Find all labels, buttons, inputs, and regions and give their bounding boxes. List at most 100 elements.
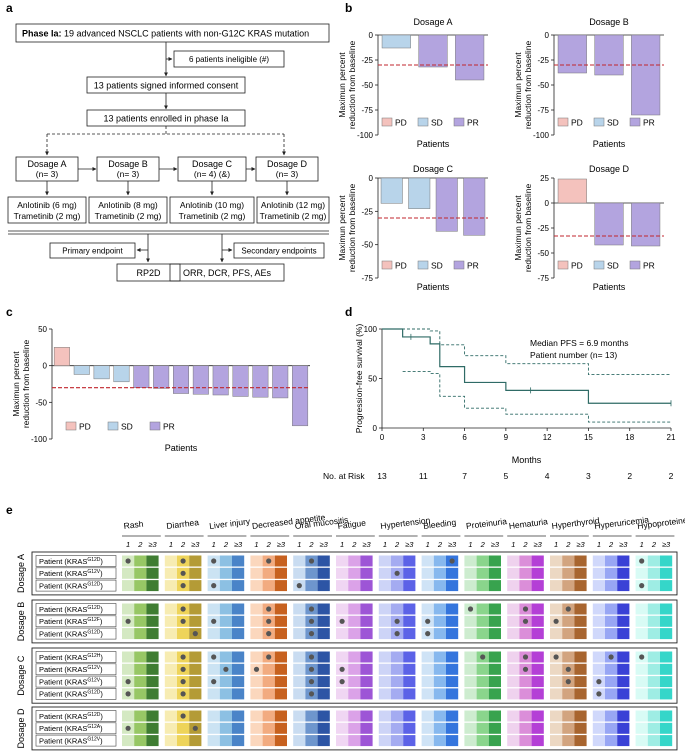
ae-cell <box>232 722 245 734</box>
ae-cell <box>378 580 391 592</box>
y-axis-label: Maximun percentreduction from baseline <box>337 184 357 273</box>
ae-dot <box>308 666 315 672</box>
ae-cell <box>189 676 202 688</box>
ae-grade-label: ≥3 <box>534 540 543 549</box>
ae-cell <box>232 615 245 627</box>
y-tick-label: 0 <box>369 31 374 40</box>
ae-cell <box>134 710 147 722</box>
chart-title: Dosage D <box>589 164 630 174</box>
ae-cell <box>605 710 618 722</box>
ae-cell <box>274 651 287 663</box>
ae-cell <box>348 603 361 615</box>
ae-grade-label: ≥3 <box>191 540 200 549</box>
y-tick-label: 0 <box>43 362 48 371</box>
ae-grade-label: 1 <box>254 540 258 549</box>
ae-cell <box>421 651 434 663</box>
ae-cell <box>531 710 544 722</box>
ae-cell <box>660 663 673 675</box>
ae-cell <box>378 688 391 700</box>
ae-cell <box>348 688 361 700</box>
ae-dot <box>553 618 559 624</box>
ae-cell <box>189 555 202 567</box>
ae-cell <box>433 651 446 663</box>
ae-cell <box>164 710 177 722</box>
ae-cell <box>660 555 673 567</box>
ae-cell <box>360 722 373 734</box>
ae-cell <box>531 603 544 615</box>
y-tick-label: 0 <box>373 424 378 433</box>
ae-cell <box>592 735 605 747</box>
ae-cell <box>336 688 349 700</box>
ae-cell <box>250 710 263 722</box>
y-axis-label: Maximun percentreduction from baseline <box>11 340 31 429</box>
dosage-b-chart: Dosage B 0 -25 -50 -75 -100 PD SD PR Patients Maxi… <box>513 17 664 149</box>
ae-patient-box <box>35 663 117 676</box>
ae-cell <box>507 651 520 663</box>
at-risk-count: 2 <box>669 471 674 481</box>
ae-cell <box>531 555 544 567</box>
ae-cell <box>274 628 287 640</box>
orr-box <box>169 263 285 282</box>
ae-cell <box>403 710 416 722</box>
ae-cell <box>660 710 673 722</box>
ae-cell <box>476 567 489 579</box>
ae-cell <box>336 567 349 579</box>
ae-patient-box <box>35 567 117 580</box>
ae-cell <box>433 580 446 592</box>
y-tick-label: 0 <box>545 31 550 40</box>
ae-cell <box>617 580 630 592</box>
ae-event-label: Bleeding <box>423 517 457 531</box>
ae-cell <box>605 603 618 615</box>
ae-cell <box>531 580 544 592</box>
ae-cell <box>507 615 520 627</box>
ae-cell <box>348 663 361 675</box>
ae-cell <box>660 722 673 734</box>
ae-cell <box>336 628 349 640</box>
secondary-endpoint-text: Secondary endpoints <box>241 247 316 256</box>
drug-c-1: Anlotinib (10 mg) <box>180 200 244 210</box>
ae-dot <box>180 618 186 624</box>
ae-grade-label: 2 <box>351 540 357 549</box>
ae-cell <box>274 567 287 579</box>
ae-cell <box>317 710 330 722</box>
at-risk-count: 4 <box>545 471 550 481</box>
ae-event-label: Liver injury <box>209 516 252 531</box>
ae-cell <box>574 676 587 688</box>
ae-cell <box>617 555 630 567</box>
ae-cell <box>360 663 373 675</box>
ae-group-label: Dosage C <box>16 655 26 696</box>
ae-cell <box>660 735 673 747</box>
ae-grade-label: 2 <box>522 540 528 549</box>
legend-label-sd: SD <box>607 118 619 128</box>
ae-dot <box>425 631 431 637</box>
ae-cell <box>250 603 263 615</box>
ae-dot <box>296 583 302 589</box>
y-tick-label: 50 <box>38 325 47 334</box>
ae-dot <box>394 631 400 637</box>
x-tick-label: 12 <box>543 433 552 442</box>
bar-pr <box>594 202 624 246</box>
ae-cell <box>378 651 391 663</box>
ae-cell <box>464 580 477 592</box>
ae-cell <box>207 710 220 722</box>
ae-event-label: Rash <box>123 519 144 531</box>
ae-cell <box>647 615 660 627</box>
ae-cell <box>550 676 563 688</box>
ae-cell <box>507 710 520 722</box>
ae-cell <box>550 555 563 567</box>
ae-cell <box>647 603 660 615</box>
bar-pr <box>631 34 661 116</box>
phase-text: Phase Ia: 19 advanced NSCLC patients wit… <box>22 29 309 39</box>
ae-cell <box>336 580 349 592</box>
ae-grade-label: 2 <box>266 540 272 549</box>
ae-dot <box>308 691 315 697</box>
ae-dot <box>211 679 217 685</box>
ae-cell <box>647 555 660 567</box>
ae-cell <box>574 628 587 640</box>
dosage-n-d: (n= 3) <box>276 169 299 179</box>
legend-label-pd: PD <box>395 261 407 271</box>
ae-cell <box>164 628 177 640</box>
ae-cell <box>134 555 147 567</box>
ae-cell <box>274 710 287 722</box>
ae-cell <box>617 663 630 675</box>
